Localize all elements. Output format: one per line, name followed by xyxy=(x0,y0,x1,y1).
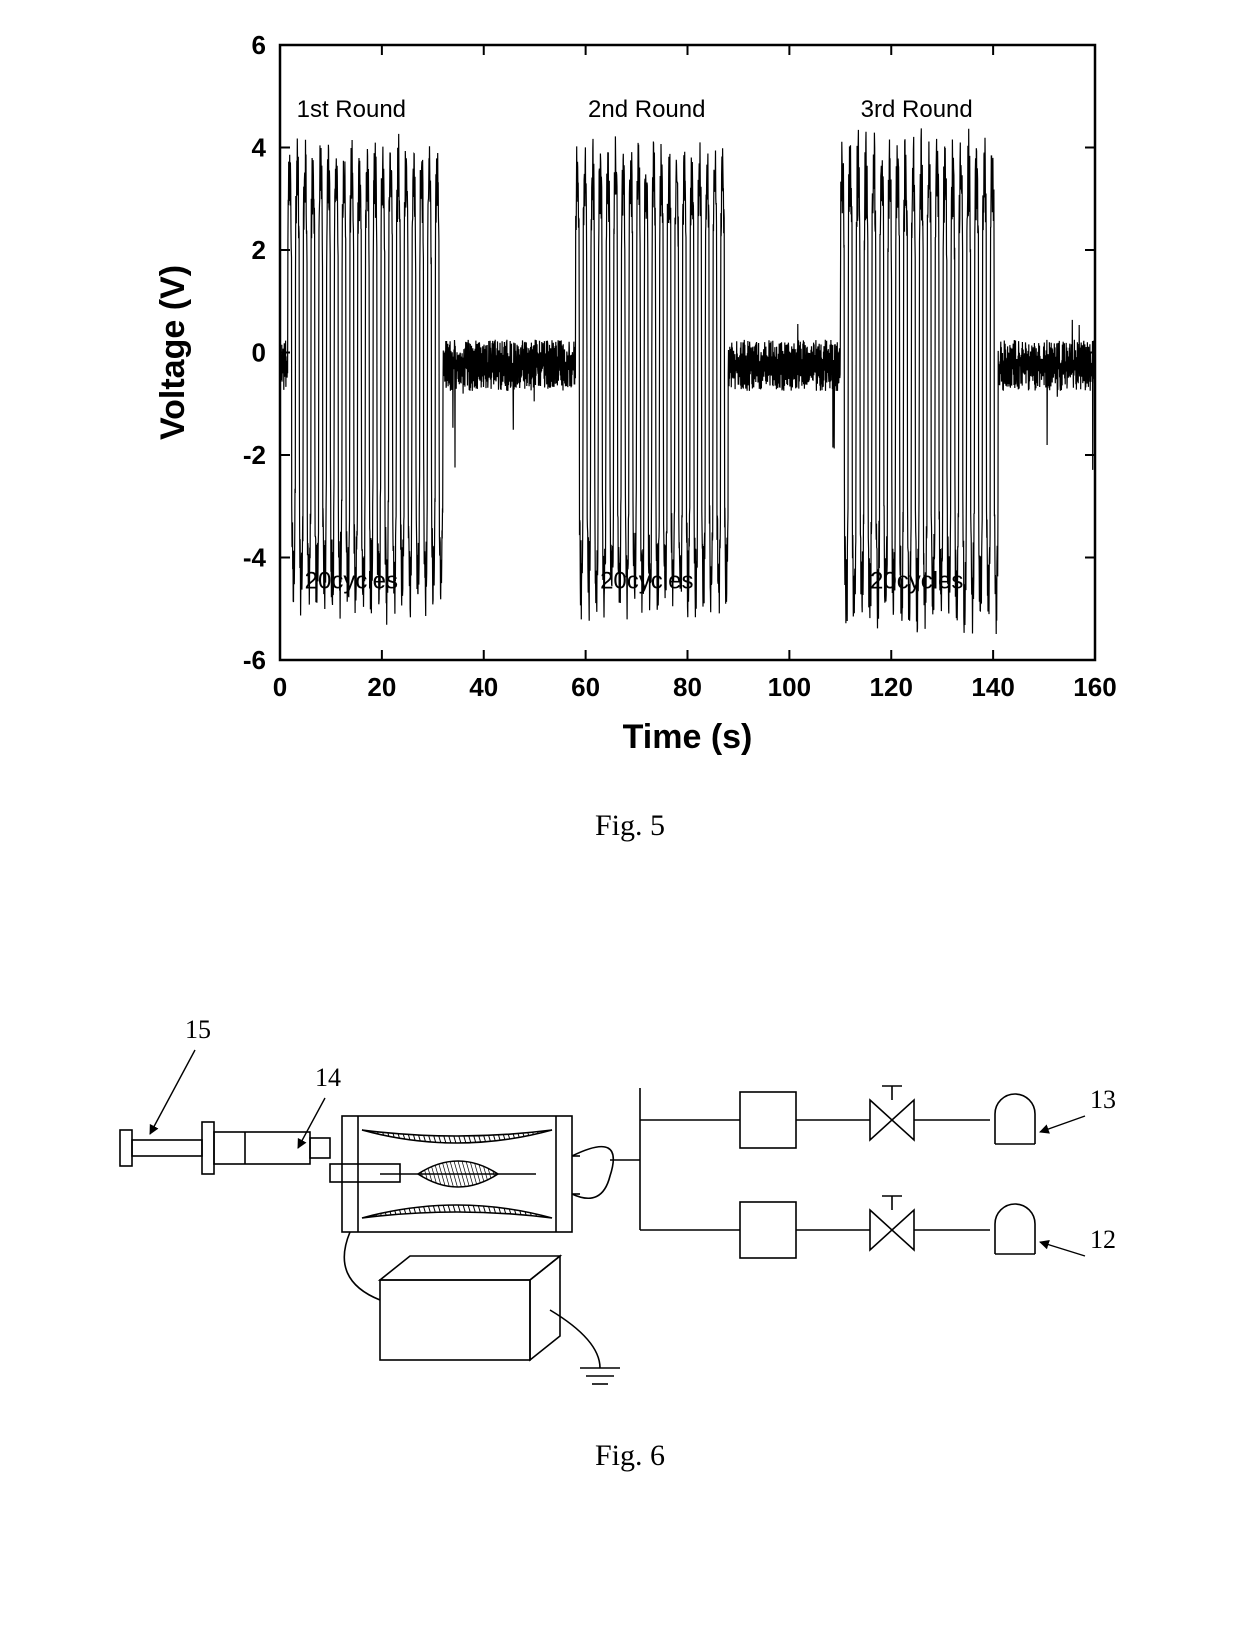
figure-6-caption: Fig. 6 xyxy=(80,1439,1180,1473)
svg-text:0: 0 xyxy=(252,338,266,368)
voltage-time-chart: 0 20 40 60 80 100 120 140 160 -6 -4 -2 0 2 4 6 Time (s) V… xyxy=(140,20,1120,780)
svg-text:-6: -6 xyxy=(243,645,266,675)
svg-text:Voltage (V): Voltage (V) xyxy=(154,265,192,440)
svg-text:Time (s): Time (s) xyxy=(623,718,753,756)
svg-text:6: 6 xyxy=(252,30,266,60)
svg-text:14: 14 xyxy=(315,1063,341,1092)
figure-5: 0 20 40 60 80 100 120 140 160 -6 -4 -2 0 2 4 6 Time (s) V… xyxy=(140,20,1120,843)
apparatus-schematic: 15 14 13 12 xyxy=(80,980,1180,1410)
svg-text:1st Round: 1st Round xyxy=(297,96,406,123)
svg-text:120: 120 xyxy=(870,672,913,702)
svg-text:20: 20 xyxy=(367,672,396,702)
svg-text:20cycles: 20cycles xyxy=(870,567,963,594)
figure-6: 15 14 13 12 Fig. 6 xyxy=(80,980,1180,1473)
svg-text:0: 0 xyxy=(273,672,287,702)
svg-text:160: 160 xyxy=(1073,672,1116,702)
svg-text:80: 80 xyxy=(673,672,702,702)
svg-text:12: 12 xyxy=(1090,1225,1116,1254)
svg-text:4: 4 xyxy=(252,133,267,163)
svg-text:140: 140 xyxy=(971,672,1014,702)
svg-text:40: 40 xyxy=(469,672,498,702)
svg-text:2: 2 xyxy=(252,235,266,265)
svg-text:20cycles: 20cycles xyxy=(600,567,693,594)
svg-text:15: 15 xyxy=(185,1015,211,1044)
figure-5-caption: Fig. 5 xyxy=(140,809,1120,843)
svg-text:60: 60 xyxy=(571,672,600,702)
svg-text:2nd Round: 2nd Round xyxy=(588,96,705,123)
svg-text:3rd Round: 3rd Round xyxy=(861,96,973,123)
svg-text:-4: -4 xyxy=(243,543,267,573)
svg-text:-2: -2 xyxy=(243,440,266,470)
svg-text:20cycles: 20cycles xyxy=(305,567,398,594)
svg-text:100: 100 xyxy=(768,672,811,702)
svg-text:13: 13 xyxy=(1090,1085,1116,1114)
